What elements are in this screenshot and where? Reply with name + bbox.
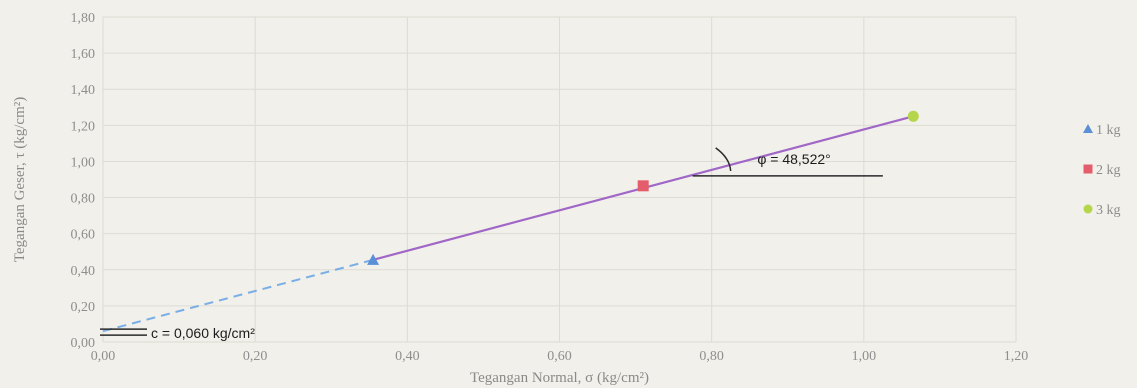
- x-tick-label: 0,80: [699, 349, 724, 364]
- y-tick-label: 1,20: [71, 119, 96, 134]
- data-points: [367, 110, 919, 265]
- y-tick-label: 0,20: [71, 300, 96, 315]
- x-axis-title: Tegangan Normal, σ (kg/cm²): [470, 370, 649, 386]
- failure-envelope: [102, 115, 914, 333]
- x-axis-ticks: 0,00 0,20 0,40 0,60 0,80 1,00 1,20: [91, 349, 1029, 364]
- data-point-circle: [907, 110, 919, 122]
- data-point-square: [637, 180, 649, 192]
- y-tick-label: 1,00: [71, 155, 96, 170]
- friction-angle-label: φ = 48,522°: [757, 151, 830, 167]
- y-tick-label: 0,80: [71, 192, 96, 207]
- data-point-triangle: [367, 253, 380, 265]
- y-tick-label: 0,00: [71, 336, 96, 351]
- fit-line-extrapolated: [102, 258, 374, 333]
- legend-marker-square: [1083, 164, 1093, 174]
- y-tick-label: 0,40: [71, 264, 96, 279]
- grid-lines: [102, 16, 1017, 343]
- legend-label: 3 kg: [1096, 203, 1121, 218]
- annotations: c = 0,060 kg/cm² φ = 48,522°: [100, 147, 883, 341]
- x-tick-label: 1,00: [852, 349, 877, 364]
- x-tick-label: 0,40: [395, 349, 420, 364]
- x-tick-label: 0,00: [91, 349, 116, 364]
- y-tick-label: 1,60: [71, 47, 96, 62]
- y-axis-ticks: 0,00 0,20 0,40 0,60 0,80 1,00 1,20 1,40 1,60 1,80: [71, 11, 96, 351]
- x-tick-label: 0,20: [243, 349, 268, 364]
- legend-marker-triangle: [1083, 124, 1093, 133]
- y-tick-label: 1,40: [71, 83, 96, 98]
- friction-angle-arc: [715, 147, 732, 171]
- legend-label: 2 kg: [1096, 163, 1121, 178]
- legend-marker-circle: [1083, 204, 1093, 214]
- y-tick-label: 1,80: [71, 11, 96, 26]
- y-tick-label: 0,60: [71, 228, 96, 243]
- y-axis-title: Tegangan Geser, τ (kg/cm²): [12, 97, 28, 262]
- cohesion-label: c = 0,060 kg/cm²: [151, 325, 255, 341]
- x-tick-label: 0,60: [547, 349, 572, 364]
- legend-label: 1 kg: [1096, 123, 1121, 138]
- x-tick-label: 1,20: [1004, 349, 1029, 364]
- legend: 1 kg 2 kg 3 kg: [1083, 123, 1121, 218]
